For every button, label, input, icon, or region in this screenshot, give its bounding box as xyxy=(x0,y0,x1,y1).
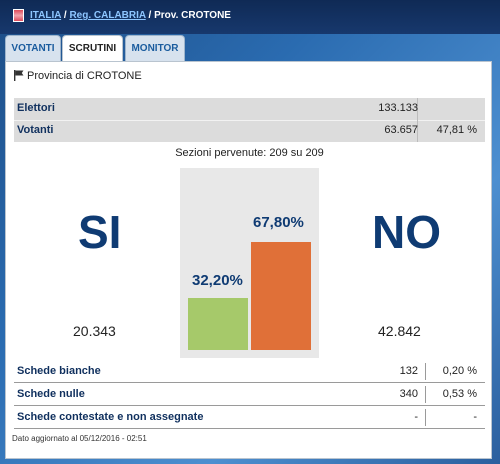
yes-bar xyxy=(188,298,248,350)
tab-monitor[interactable]: MONITOR xyxy=(125,35,185,62)
sezioni-status: Sezioni pervenute: 209 su 209 xyxy=(175,147,324,159)
result-bar-chart: 32,20% 67,80% xyxy=(180,168,319,358)
breadcrumb-separator: / xyxy=(148,10,152,21)
detail-value: 132 xyxy=(399,365,418,377)
elettori-row: Elettori 133.133 xyxy=(14,98,485,120)
detail-label: Schede bianche xyxy=(17,365,101,377)
province-flag-icon xyxy=(14,70,24,84)
breadcrumb-country-link[interactable]: ITALIA xyxy=(30,10,62,21)
yes-percent-label: 32,20% xyxy=(192,272,243,290)
panel-title: Provincia di CROTONE xyxy=(14,70,142,84)
yes-count: 20.343 xyxy=(73,323,116,339)
votanti-row: Votanti 63.657 47,81 % xyxy=(14,120,485,142)
last-updated: Dato aggiornato al 05/12/2016 - 02:51 xyxy=(12,434,147,443)
detail-label: Schede contestate e non assegnate xyxy=(17,411,204,423)
votanti-percent: 47,81 % xyxy=(436,124,477,136)
no-count: 42.842 xyxy=(378,323,421,339)
table-row: Schede bianche 132 0,20 % xyxy=(14,360,485,383)
province-title: Provincia di CROTONE xyxy=(27,70,142,82)
tab-votanti[interactable]: VOTANTI xyxy=(5,35,61,62)
no-bar xyxy=(251,241,311,350)
breadcrumb-separator: / xyxy=(63,10,67,21)
breadcrumb-current-province: Prov. CROTONE xyxy=(154,10,231,21)
no-percent-label: 67,80% xyxy=(253,213,304,231)
elettori-value: 133.133 xyxy=(378,102,418,114)
summary-table: Elettori 133.133 Votanti 63.657 47,81 % xyxy=(14,98,485,142)
detail-percent: 0,53 % xyxy=(442,388,477,400)
table-row: Schede nulle 340 0,53 % xyxy=(14,383,485,406)
yes-label: SI xyxy=(78,206,122,258)
detail-value: - xyxy=(414,411,418,423)
elettori-label: Elettori xyxy=(17,102,55,114)
votanti-label: Votanti xyxy=(17,124,54,136)
flag-icon xyxy=(13,9,24,22)
breadcrumb-region-link[interactable]: Reg. CALABRIA xyxy=(69,10,146,21)
votanti-value: 63.657 xyxy=(384,124,418,136)
detail-percent: 0,20 % xyxy=(442,365,477,377)
detail-value: 340 xyxy=(399,388,418,400)
results-panel: Provincia di CROTONE Elettori 133.133 Vo… xyxy=(5,61,492,459)
no-label: NO xyxy=(372,206,441,258)
breadcrumb: ITALIA / Reg. CALABRIA / Prov. CROTONE xyxy=(0,0,500,34)
detail-percent: - xyxy=(473,411,477,423)
table-row: Schede contestate e non assegnate - - xyxy=(14,406,485,429)
detail-label: Schede nulle xyxy=(17,388,85,400)
tab-scrutini[interactable]: SCRUTINI xyxy=(62,35,123,63)
